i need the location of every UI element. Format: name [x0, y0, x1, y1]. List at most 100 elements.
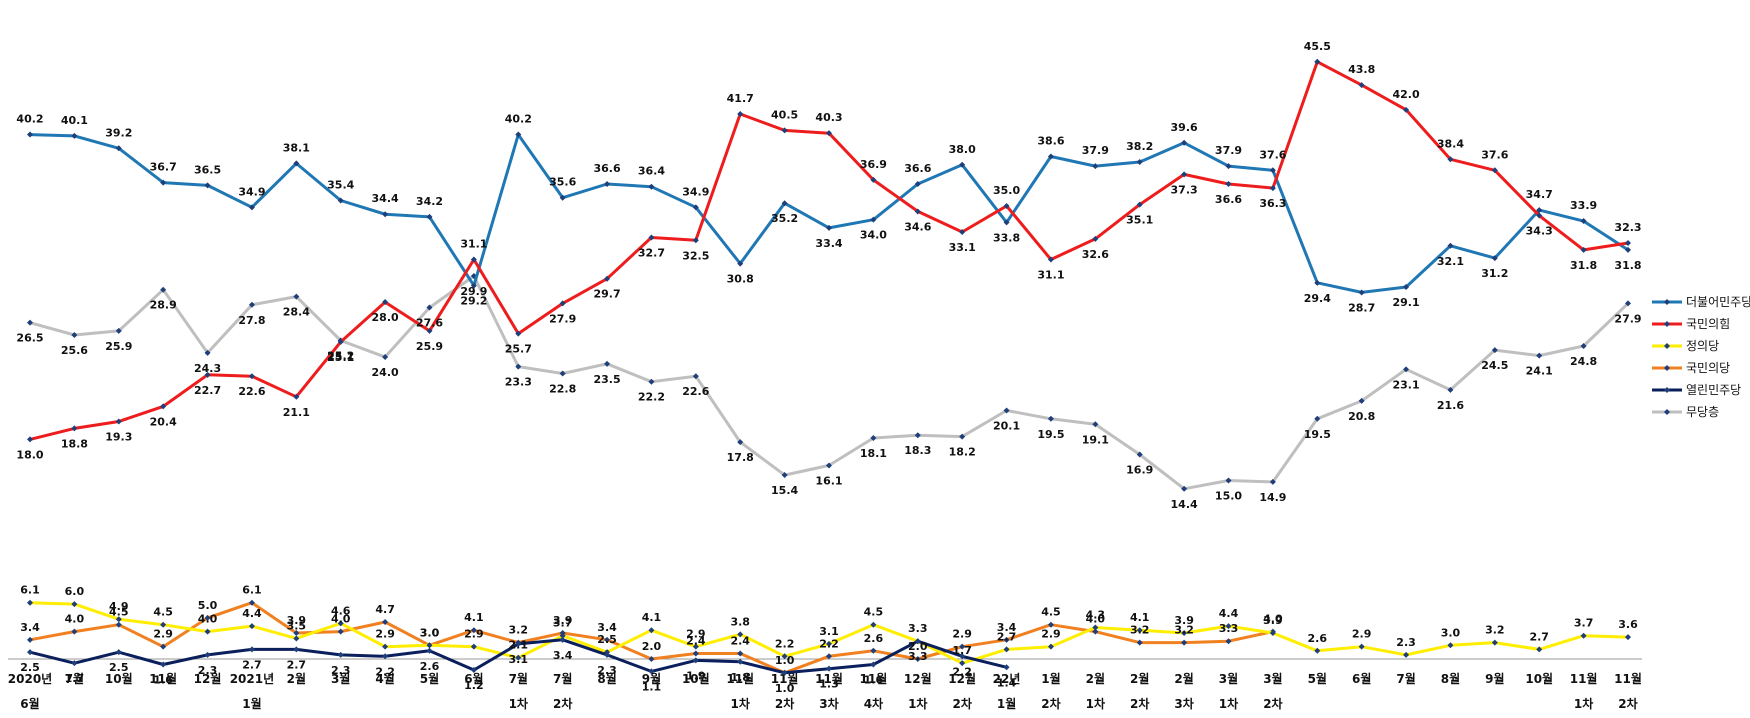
data-point — [1181, 171, 1188, 178]
data-label: 34.0 — [860, 229, 887, 242]
data-label: 3.4 — [553, 649, 573, 662]
data-point — [1625, 246, 1631, 253]
data-point — [826, 130, 832, 137]
data-point — [737, 631, 744, 638]
data-label: 3.9 — [1263, 614, 1283, 627]
data-point — [160, 643, 167, 650]
data-label: 4.5 — [109, 606, 129, 619]
x-tick-label: 2월 — [1086, 671, 1105, 686]
data-label: 28.4 — [283, 306, 310, 319]
data-point — [1092, 624, 1099, 631]
data-point — [1314, 415, 1321, 422]
data-point — [470, 627, 477, 634]
data-point — [1225, 638, 1232, 645]
data-point — [692, 373, 699, 380]
data-point — [737, 439, 744, 446]
data-point — [1136, 639, 1143, 646]
x-tick-label: 7월 — [1396, 671, 1415, 686]
x-axis: 2020년 6월 7월 10월 11월 12월 2021년 1월 2월 3월 4월 5월 6월 7월 1차 7… — [8, 658, 1642, 711]
data-label: 2.0 — [642, 640, 662, 653]
x-tick-label: 10월 — [682, 671, 710, 686]
x-tick-label: 11월 — [771, 671, 799, 686]
data-point — [337, 628, 344, 635]
data-label: 4.0 — [65, 613, 85, 626]
data-label: 22.7 — [194, 384, 221, 397]
data-label: 39.6 — [1171, 121, 1198, 134]
data-label: 2.0 — [908, 640, 928, 653]
data-label: 1.3 — [819, 678, 839, 691]
x-tick-label: 9월 — [642, 671, 661, 686]
data-label: 25.7 — [505, 343, 532, 356]
data-point — [115, 145, 122, 152]
data-point — [1580, 218, 1587, 225]
data-point — [426, 642, 433, 649]
data-point — [737, 110, 744, 117]
data-point — [1403, 366, 1410, 373]
data-label: 4.9 — [109, 600, 129, 613]
data-label: 14.9 — [1259, 491, 1286, 504]
data-label: 2.3 — [1396, 636, 1416, 649]
data-point — [382, 299, 389, 306]
data-point — [382, 618, 389, 625]
data-label: 29.1 — [1392, 296, 1419, 309]
data-label: 1.2 — [464, 679, 484, 692]
data-point — [1047, 621, 1054, 628]
data-label: 24.0 — [372, 366, 399, 379]
data-label: 2.5 — [109, 661, 129, 674]
data-label: 3.2 — [509, 624, 529, 637]
data-point — [115, 649, 122, 656]
data-point — [204, 651, 211, 658]
data-point — [160, 621, 167, 628]
x-tick-label: 9월 — [1485, 671, 1504, 686]
data-point — [27, 649, 33, 656]
data-point — [71, 628, 78, 635]
data-label: 36.6 — [593, 162, 620, 175]
data-point — [870, 176, 877, 183]
data-point — [781, 127, 788, 134]
data-label: 3.9 — [553, 614, 573, 627]
data-point — [604, 651, 611, 658]
data-label: 3.2 — [1174, 624, 1194, 637]
data-label: 33.1 — [949, 241, 976, 254]
data-point — [1314, 279, 1321, 286]
data-point — [1625, 634, 1631, 641]
data-label: 26.5 — [16, 332, 43, 345]
data-label: 35.0 — [993, 184, 1020, 197]
data-point — [692, 204, 699, 211]
data-point — [1181, 485, 1188, 492]
x-tick-sublabel: 2차 — [952, 696, 971, 711]
data-point — [1403, 651, 1410, 658]
x-tick-sublabel: 2차 — [553, 696, 572, 711]
x-tick-sublabel: 2차 — [1263, 696, 1282, 711]
x-tick-sublabel: 1월 — [997, 696, 1016, 711]
data-point — [204, 371, 211, 378]
data-label: 22.6 — [682, 385, 709, 398]
data-label: 3.3 — [908, 622, 928, 635]
data-point — [1358, 643, 1365, 650]
data-point — [470, 643, 477, 650]
x-tick-sublabel: 3차 — [1174, 696, 1193, 711]
x-tick-sublabel: 2차 — [1041, 696, 1060, 711]
data-point — [27, 319, 33, 326]
data-label: 2.5 — [597, 633, 617, 646]
data-point — [1358, 397, 1365, 404]
data-label: 27.9 — [549, 312, 576, 325]
data-label: 4.5 — [864, 606, 884, 619]
data-label: 33.8 — [993, 231, 1020, 244]
data-label: 40.5 — [771, 108, 798, 121]
data-label: 36.7 — [150, 161, 177, 174]
data-point — [1181, 639, 1188, 646]
x-tick-label: 12월 — [194, 671, 222, 686]
data-point — [648, 627, 655, 634]
data-point — [604, 360, 611, 367]
data-label: 3.6 — [1618, 618, 1638, 631]
data-label: 1.7 — [952, 644, 972, 657]
data-point — [1181, 629, 1188, 636]
x-tick-label: 5월 — [420, 671, 439, 686]
data-point — [515, 640, 522, 647]
data-label: 2.9 — [686, 628, 706, 641]
data-label: 23.5 — [593, 373, 620, 386]
data-point — [914, 656, 921, 663]
data-label: 2.9 — [952, 628, 972, 641]
